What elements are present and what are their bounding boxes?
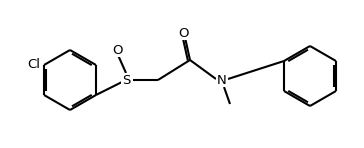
Text: N: N	[217, 74, 227, 86]
Text: O: O	[179, 26, 189, 40]
Text: Cl: Cl	[27, 58, 40, 71]
Text: O: O	[113, 44, 123, 57]
Text: S: S	[122, 74, 130, 86]
